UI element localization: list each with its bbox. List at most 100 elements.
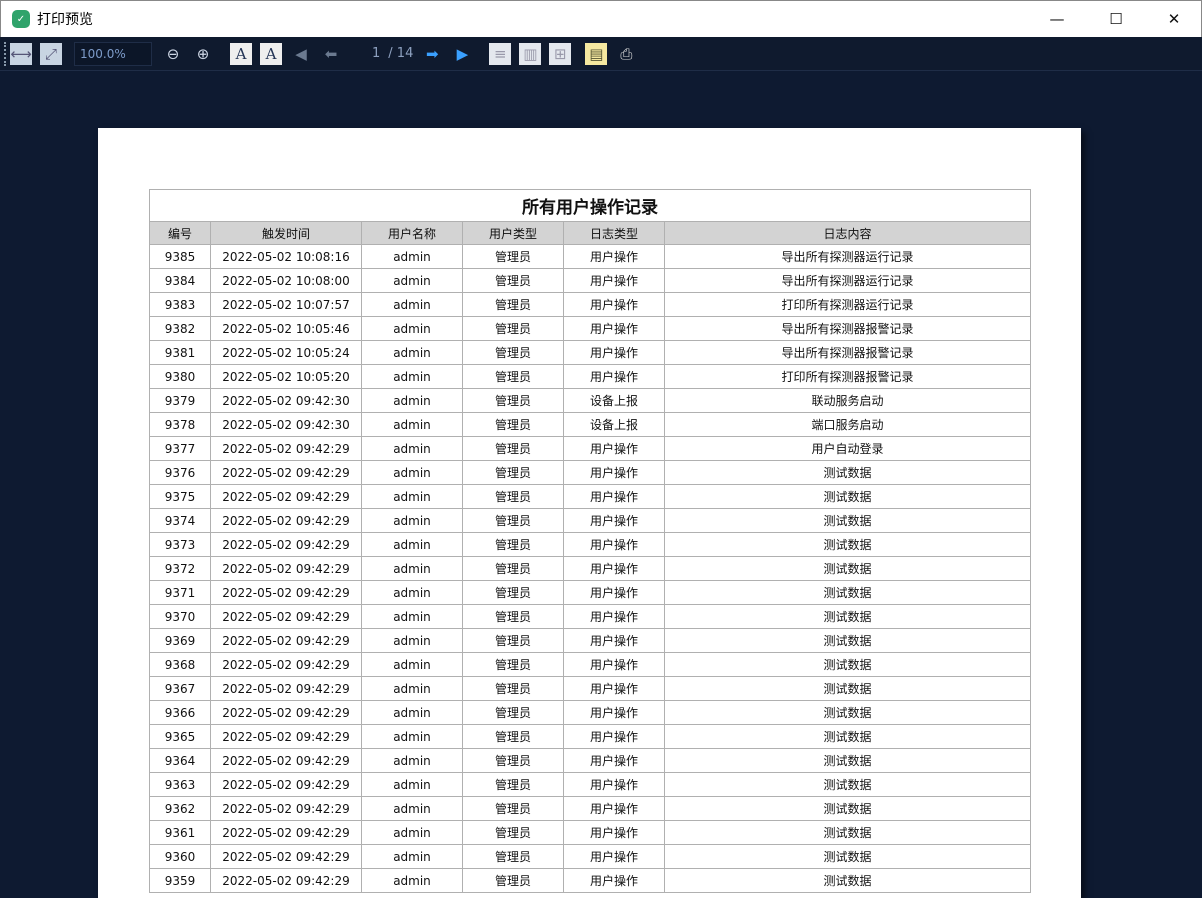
table-cell: admin bbox=[361, 340, 463, 365]
table-row: 9376 2022-05-02 09:42:29 admin 管理员 用户操作 测试数据 bbox=[149, 460, 1031, 485]
table-cell: 用户操作 bbox=[563, 244, 665, 269]
report-table: 所有用户操作记录 编号 触发时间 用户名称 用户类型 日志类型 日志内容 9385 2022… bbox=[149, 189, 1031, 893]
table-cell: 2022-05-02 09:42:29 bbox=[210, 580, 362, 605]
table-cell: 9369 bbox=[149, 628, 211, 653]
table-cell: admin bbox=[361, 772, 463, 797]
table-row: 9371 2022-05-02 09:42:29 admin 管理员 用户操作 测试数据 bbox=[149, 580, 1031, 605]
last-page-icon[interactable]: ▶ bbox=[456, 44, 469, 63]
table-cell: 联动服务启动 bbox=[664, 388, 1031, 413]
table-cell: 打印所有探测器运行记录 bbox=[664, 292, 1031, 317]
column-header: 用户名称 bbox=[361, 221, 463, 245]
table-cell: 测试数据 bbox=[664, 796, 1031, 821]
four-page-icon[interactable]: ⊞ bbox=[549, 42, 572, 65]
table-cell: 导出所有探测器运行记录 bbox=[664, 268, 1031, 293]
table-cell: 管理员 bbox=[462, 724, 564, 749]
table-cell: 用户操作 bbox=[563, 652, 665, 677]
table-cell: 9371 bbox=[149, 580, 211, 605]
table-cell: admin bbox=[361, 532, 463, 557]
column-header: 编号 bbox=[149, 221, 211, 245]
table-cell: 管理员 bbox=[462, 580, 564, 605]
table-cell: admin bbox=[361, 412, 463, 437]
table-row: 9385 2022-05-02 10:08:16 admin 管理员 用户操作 导出所有探… bbox=[149, 244, 1031, 269]
fit-width-icon[interactable]: ⟷ bbox=[10, 42, 32, 65]
table-cell: admin bbox=[361, 628, 463, 653]
column-header: 日志内容 bbox=[664, 221, 1031, 245]
table-cell: 测试数据 bbox=[664, 556, 1031, 581]
zoom-out-icon[interactable]: ⊖ bbox=[166, 44, 180, 63]
table-cell: 用户操作 bbox=[563, 484, 665, 509]
one-page-icon[interactable]: ≡ bbox=[489, 42, 512, 65]
table-cell: admin bbox=[361, 604, 463, 629]
table-row: 9368 2022-05-02 09:42:29 admin 管理员 用户操作 测试数据 bbox=[149, 652, 1031, 677]
table-row: 9359 2022-05-02 09:42:29 admin 管理员 用户操作 测试数据 bbox=[149, 868, 1031, 893]
table-cell: 2022-05-02 09:42:29 bbox=[210, 436, 362, 461]
fit-page-icon[interactable]: ⤢ bbox=[40, 42, 62, 65]
table-cell: admin bbox=[361, 460, 463, 485]
table-cell: 用户操作 bbox=[563, 772, 665, 797]
table-cell: admin bbox=[361, 364, 463, 389]
table-row: 9365 2022-05-02 09:42:29 admin 管理员 用户操作 测试数据 bbox=[149, 724, 1031, 749]
table-cell: admin bbox=[361, 724, 463, 749]
table-row: 9375 2022-05-02 09:42:29 admin 管理员 用户操作 测试数据 bbox=[149, 484, 1031, 509]
column-header: 触发时间 bbox=[210, 221, 362, 245]
table-cell: 测试数据 bbox=[664, 508, 1031, 533]
toolbar-grip[interactable] bbox=[4, 41, 6, 66]
table-cell: 设备上报 bbox=[563, 388, 665, 413]
table-cell: 用户操作 bbox=[563, 268, 665, 293]
table-cell: 用户操作 bbox=[563, 436, 665, 461]
table-cell: 用户操作 bbox=[563, 676, 665, 701]
table-row: 9367 2022-05-02 09:42:29 admin 管理员 用户操作 测试数据 bbox=[149, 676, 1031, 701]
table-cell: admin bbox=[361, 508, 463, 533]
table-cell: 2022-05-02 10:05:24 bbox=[210, 340, 362, 365]
table-row: 9361 2022-05-02 09:42:29 admin 管理员 用户操作 测试数据 bbox=[149, 820, 1031, 845]
table-cell: 2022-05-02 09:42:29 bbox=[210, 772, 362, 797]
two-page-icon[interactable]: ▥ bbox=[519, 42, 542, 65]
table-cell: 2022-05-02 09:42:29 bbox=[210, 460, 362, 485]
table-cell: 2022-05-02 10:07:57 bbox=[210, 292, 362, 317]
table-cell: 2022-05-02 09:42:29 bbox=[210, 556, 362, 581]
table-cell: 用户操作 bbox=[563, 532, 665, 557]
print-icon[interactable]: ⎙ bbox=[620, 44, 633, 63]
table-cell: 用户操作 bbox=[563, 796, 665, 821]
table-cell: admin bbox=[361, 820, 463, 845]
table-cell: 测试数据 bbox=[664, 484, 1031, 509]
table-cell: 打印所有探测器报警记录 bbox=[664, 364, 1031, 389]
table-cell: 用户操作 bbox=[563, 844, 665, 869]
close-button[interactable]: ✕ bbox=[1167, 10, 1181, 28]
prev-page-icon[interactable]: ⬅ bbox=[324, 44, 338, 63]
table-cell: admin bbox=[361, 436, 463, 461]
table-row: 9369 2022-05-02 09:42:29 admin 管理员 用户操作 测试数据 bbox=[149, 628, 1031, 653]
maximize-button[interactable]: ☐ bbox=[1109, 10, 1123, 28]
table-cell: 用户操作 bbox=[563, 604, 665, 629]
table-cell: 9380 bbox=[149, 364, 211, 389]
column-header: 用户类型 bbox=[462, 221, 564, 245]
table-row: 9373 2022-05-02 09:42:29 admin 管理员 用户操作 测试数据 bbox=[149, 532, 1031, 557]
zoom-select[interactable]: 100.0% bbox=[74, 41, 152, 66]
table-cell: 2022-05-02 09:42:29 bbox=[210, 844, 362, 869]
next-page-icon[interactable]: ➡ bbox=[426, 44, 439, 63]
zoom-in-icon[interactable]: ⊕ bbox=[196, 44, 210, 63]
table-cell: 管理员 bbox=[462, 292, 564, 317]
table-cell: 2022-05-02 09:42:29 bbox=[210, 532, 362, 557]
table-cell: 9366 bbox=[149, 700, 211, 725]
landscape-icon[interactable]: A bbox=[260, 42, 282, 65]
portrait-icon[interactable]: A bbox=[230, 42, 252, 65]
first-page-icon[interactable]: ◀ bbox=[295, 44, 307, 63]
table-cell: 管理员 bbox=[462, 388, 564, 413]
current-page-field[interactable]: 1 bbox=[372, 46, 381, 61]
minimize-button[interactable]: — bbox=[1049, 10, 1065, 28]
page-setup-icon[interactable]: ▤ bbox=[585, 42, 608, 65]
table-cell: 用户操作 bbox=[563, 460, 665, 485]
total-pages: / 14 bbox=[388, 46, 414, 61]
table-cell: 2022-05-02 10:05:46 bbox=[210, 316, 362, 341]
table-cell: 导出所有探测器报警记录 bbox=[664, 340, 1031, 365]
table-row: 9383 2022-05-02 10:07:57 admin 管理员 用户操作 打印所有探… bbox=[149, 292, 1031, 317]
table-cell: 9365 bbox=[149, 724, 211, 749]
table-cell: admin bbox=[361, 484, 463, 509]
table-cell: 9359 bbox=[149, 868, 211, 893]
table-cell: 9375 bbox=[149, 484, 211, 509]
table-cell: 管理员 bbox=[462, 748, 564, 773]
table-cell: 9374 bbox=[149, 508, 211, 533]
table-cell: 测试数据 bbox=[664, 844, 1031, 869]
table-cell: 用户操作 bbox=[563, 820, 665, 845]
